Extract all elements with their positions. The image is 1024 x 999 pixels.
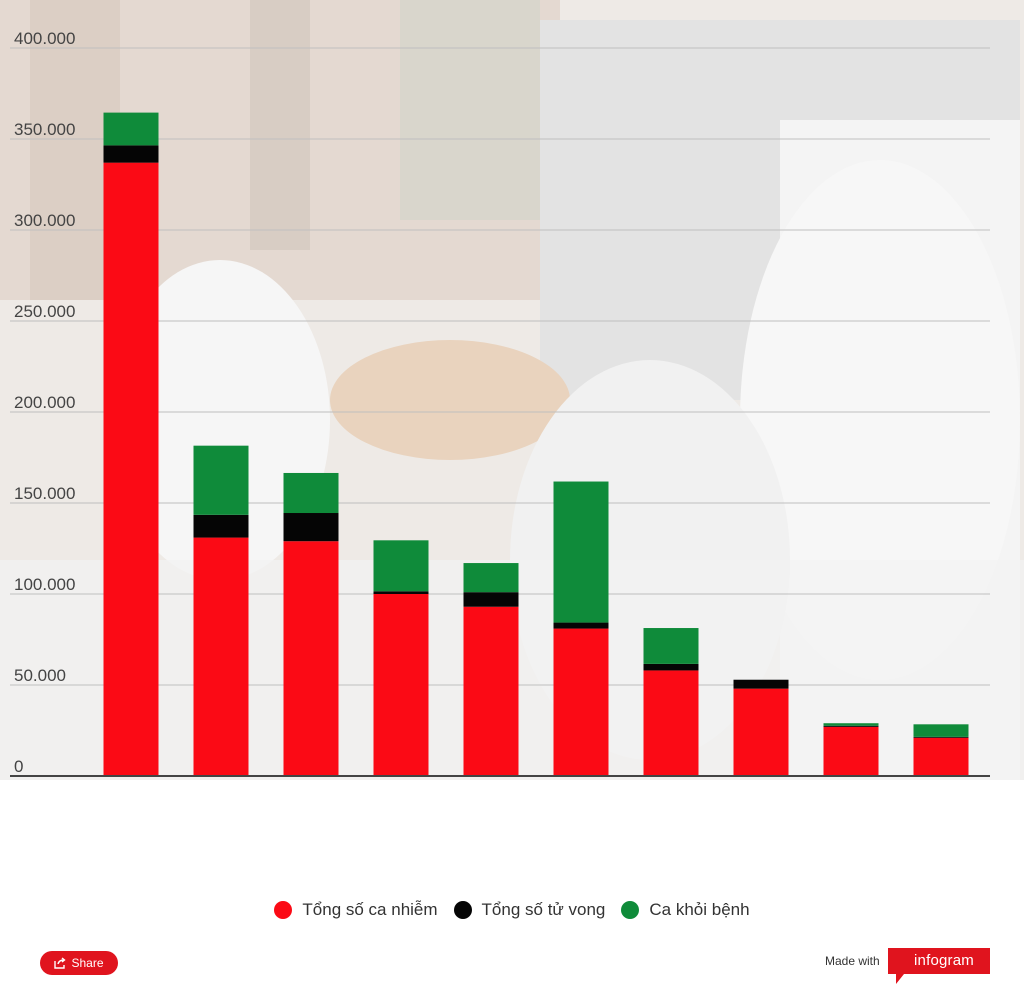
bar-segment-1-3[interactable] (283, 541, 339, 776)
bar-segment-3-7[interactable] (643, 628, 699, 664)
stacked-bar-chart: 400.000 350.000 300.000 250.000 200.000 150.0… (10, 29, 990, 777)
legend-swatch (274, 901, 293, 919)
infogram-logo[interactable] (888, 948, 990, 984)
legend-item[interactable]: Tổng số ca nhiễm (274, 900, 438, 920)
bar-segment-1-8[interactable] (733, 688, 789, 776)
legend-item[interactable]: Tổng số tử vong (453, 900, 606, 920)
bar-segment-1-7[interactable] (643, 670, 699, 776)
bar-segment-3-6[interactable] (553, 481, 609, 623)
bar-segment-2-1[interactable] (103, 145, 159, 163)
bar-segment-2-6[interactable] (553, 622, 609, 629)
legend-label: Tổng số ca nhiễm (302, 900, 438, 919)
share-label: Share (71, 956, 104, 970)
y-tick-label: 100.000 (14, 575, 75, 594)
bar-segment-1-10[interactable] (913, 737, 969, 776)
bar-segment-2-2[interactable] (193, 514, 249, 538)
bar-segment-1-5[interactable] (463, 606, 519, 776)
chart-legend: Tổng số ca nhiễm Tổng số tử vong Ca khỏi b… (0, 900, 1024, 920)
bar-segment-3-3[interactable] (283, 472, 339, 514)
bar-segment-2-4[interactable] (373, 591, 429, 594)
bar-segment-1-9[interactable] (823, 726, 879, 776)
y-tick-label: 200.000 (14, 393, 75, 412)
share-button[interactable]: Share (40, 951, 118, 975)
bar-segment-3-10[interactable] (913, 724, 969, 737)
bar-segment-2-9[interactable] (823, 725, 879, 727)
legend-label: Tổng số tử vong (481, 900, 606, 919)
y-tick-label: 0 (14, 757, 23, 776)
bar-segment-1-6[interactable] (553, 628, 609, 776)
share-icon (54, 957, 67, 969)
y-tick-label: 150.000 (14, 484, 75, 503)
infogram-brand-text: infogram (914, 952, 974, 969)
y-tick-label: 300.000 (14, 211, 75, 230)
made-with-label: Made with (825, 954, 880, 968)
bar-segment-1-2[interactable] (193, 537, 249, 776)
chart-area: 400.000 350.000 300.000 250.000 200.000 150.0… (0, 0, 1024, 780)
bar-segment-2-3[interactable] (283, 513, 339, 542)
bar-segment-3-5[interactable] (463, 563, 519, 593)
bar-segment-2-10[interactable] (913, 736, 969, 738)
y-tick-label: 50.000 (14, 666, 66, 685)
bar-segment-3-1[interactable] (103, 112, 159, 146)
bar-segment-2-7[interactable] (643, 663, 699, 671)
legend-label: Ca khỏi bệnh (649, 900, 750, 919)
bar-segment-3-2[interactable] (193, 445, 249, 515)
legend-swatch (621, 901, 640, 919)
legend-item[interactable]: Ca khỏi bệnh (621, 900, 750, 920)
bar-segment-2-5[interactable] (463, 592, 519, 607)
bar-segment-3-9[interactable] (823, 723, 879, 726)
bar-segment-3-4[interactable] (373, 540, 429, 592)
legend-swatch (453, 901, 472, 919)
y-tick-label: 250.000 (14, 302, 75, 321)
bar-segment-1-1[interactable] (103, 162, 159, 776)
y-tick-label: 400.000 (14, 29, 75, 48)
bar-segment-1-4[interactable] (373, 594, 429, 776)
bar-segment-2-8[interactable] (733, 679, 789, 689)
y-tick-label: 350.000 (14, 120, 75, 139)
